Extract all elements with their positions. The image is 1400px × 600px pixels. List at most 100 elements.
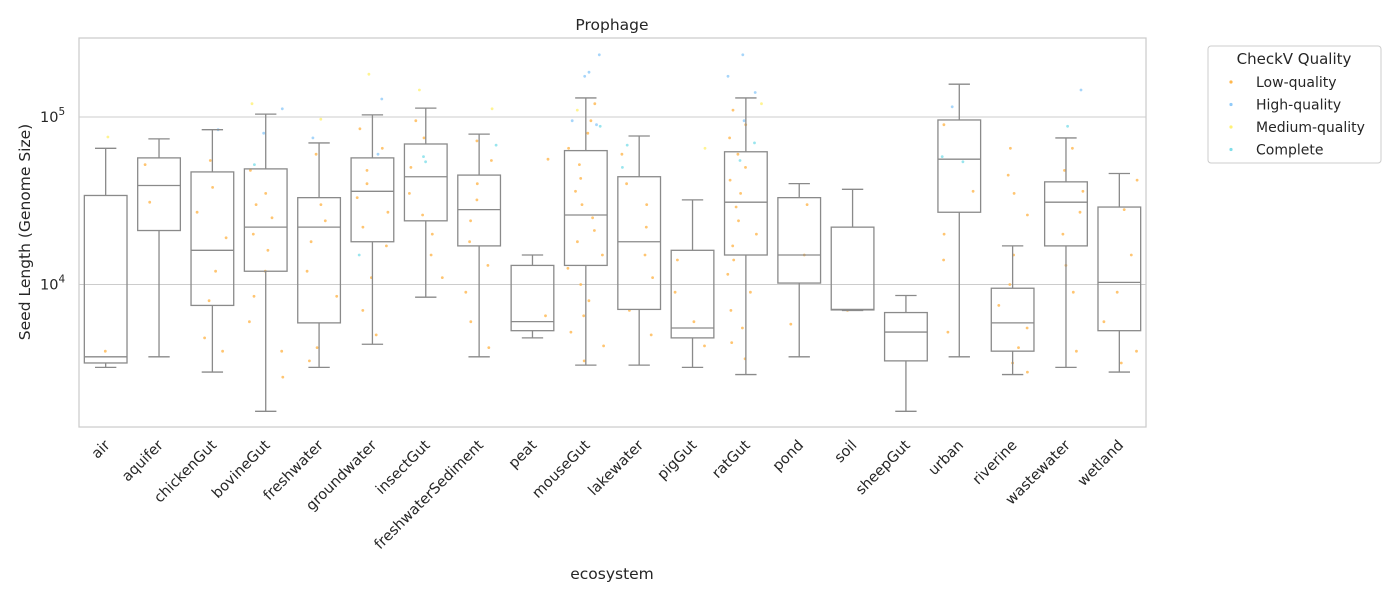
box-mouseGut	[563, 149, 608, 267]
legend-title: CheckV Quality	[1237, 50, 1352, 68]
strip-point	[203, 336, 207, 340]
strip-point	[264, 192, 268, 195]
strip-point	[673, 290, 677, 294]
strip-point	[214, 269, 218, 273]
strip-point	[323, 219, 327, 223]
strip-point	[576, 240, 579, 244]
strip-point	[940, 155, 944, 159]
strip-point	[738, 159, 742, 162]
strip-point	[1012, 192, 1016, 195]
box-lakewater	[617, 176, 662, 311]
strip-point	[309, 240, 313, 244]
strip-point	[280, 107, 284, 111]
strip-point	[380, 97, 384, 101]
strip-point	[566, 266, 570, 270]
strip-point	[1026, 370, 1029, 374]
legend-marker	[1229, 102, 1233, 107]
strip-point	[207, 299, 211, 303]
strip-point	[1115, 290, 1119, 294]
strip-point	[380, 146, 384, 150]
strip-point	[208, 159, 212, 162]
strip-point	[582, 359, 586, 363]
strip-point	[621, 166, 624, 169]
strip-point	[490, 107, 494, 111]
legend-entry-label: High-quality	[1256, 98, 1341, 114]
strip-point	[728, 136, 731, 140]
strip-point	[1135, 349, 1138, 353]
strip-point	[408, 192, 411, 195]
strip-point	[148, 200, 152, 204]
strip-point	[582, 314, 586, 318]
strip-point	[580, 203, 584, 207]
strip-point	[587, 70, 591, 74]
strip-point	[741, 53, 745, 57]
strip-point	[1006, 173, 1010, 177]
strip-point	[649, 333, 653, 337]
strip-point	[741, 326, 744, 330]
strip-point	[1119, 361, 1123, 365]
box-pond	[777, 196, 822, 284]
strip-point	[429, 253, 433, 257]
legend-marker	[1229, 125, 1233, 129]
strip-point	[1026, 213, 1029, 217]
strip-point	[414, 119, 418, 123]
legend-marker	[1229, 80, 1233, 84]
strip-point	[942, 232, 946, 236]
strip-point	[252, 294, 256, 298]
box-ratGut	[723, 151, 768, 256]
box-sheepGut	[883, 311, 928, 362]
strip-point	[418, 88, 421, 92]
box-insectGut	[403, 143, 448, 222]
strip-point	[729, 309, 733, 312]
legend-marker	[1229, 147, 1233, 152]
legend-entry-label: Medium-quality	[1256, 120, 1365, 136]
chart-title: Prophage	[575, 16, 648, 34]
strip-point	[361, 309, 365, 312]
box-wastewater	[1043, 181, 1088, 247]
strip-point	[676, 258, 679, 262]
strip-point	[593, 102, 597, 106]
strip-point	[251, 232, 255, 236]
strip-point	[760, 102, 763, 106]
strip-point	[1066, 124, 1069, 128]
strip-point	[753, 91, 757, 94]
box-freshwater	[297, 196, 342, 324]
strip-point	[728, 178, 732, 182]
strip-points	[103, 53, 1139, 379]
strip-point	[620, 152, 624, 156]
strip-point	[106, 135, 110, 139]
legend-frame	[1207, 45, 1382, 164]
box-chickenGut	[190, 171, 235, 307]
strip-point	[583, 74, 587, 78]
strip-point	[224, 236, 228, 240]
strip-point	[319, 203, 323, 207]
strip-point	[311, 136, 315, 140]
strip-point	[195, 210, 199, 214]
strip-point	[281, 375, 285, 379]
legend-entry-label: Low-quality	[1256, 75, 1337, 91]
strip-point	[376, 152, 380, 156]
strip-point	[1009, 146, 1012, 150]
strip-point	[950, 105, 954, 109]
strip-point	[643, 253, 647, 257]
strip-point	[586, 131, 590, 135]
strip-point	[422, 136, 426, 140]
box-peat	[510, 264, 555, 332]
strip-point	[486, 264, 490, 267]
strip-point	[946, 330, 950, 334]
strip-point	[589, 119, 593, 123]
strip-point	[597, 53, 601, 57]
strip-point	[601, 253, 604, 257]
strip-point	[424, 160, 427, 164]
strip-point	[625, 182, 628, 186]
strip-point	[1061, 232, 1065, 236]
strip-point	[468, 240, 471, 244]
strip-point	[544, 314, 547, 318]
strip-point	[575, 108, 579, 112]
strip-point	[591, 216, 594, 220]
strip-point	[385, 244, 388, 248]
strip-point	[475, 139, 479, 143]
strip-point	[490, 159, 493, 162]
strip-point	[593, 229, 596, 232]
strip-point	[440, 276, 444, 279]
